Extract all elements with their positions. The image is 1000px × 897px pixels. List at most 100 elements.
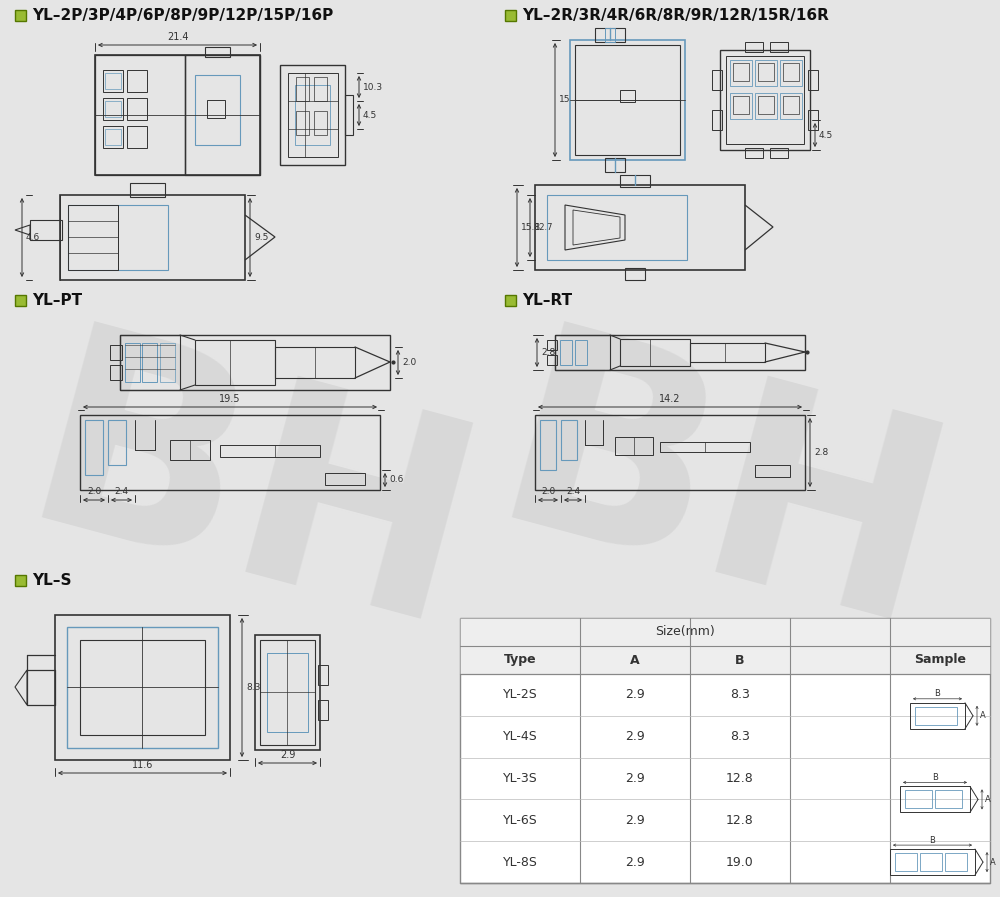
Text: B: B <box>735 654 745 666</box>
Text: YL-8S: YL-8S <box>503 856 537 868</box>
Bar <box>80 415 380 490</box>
Text: YL–PT: YL–PT <box>32 293 82 308</box>
Text: 0.6: 0.6 <box>389 475 403 484</box>
Bar <box>780 93 802 119</box>
Bar <box>160 343 175 382</box>
Bar <box>460 618 990 883</box>
Text: 2.9: 2.9 <box>625 730 645 744</box>
Text: 2.9: 2.9 <box>625 688 645 701</box>
Text: 2.0: 2.0 <box>87 487 101 497</box>
Bar <box>733 96 749 114</box>
Bar <box>595 28 625 42</box>
Bar <box>900 787 970 813</box>
Bar <box>780 60 802 86</box>
Bar <box>755 93 777 119</box>
Bar <box>745 148 763 158</box>
Bar <box>945 853 967 871</box>
Bar <box>460 618 990 646</box>
Text: 11.6: 11.6 <box>132 760 153 770</box>
Text: 4.5: 4.5 <box>363 110 377 119</box>
Bar <box>555 335 805 370</box>
Bar <box>127 98 147 120</box>
Text: YL–2R/3R/4R/6R/8R/9R/12R/15R/16R: YL–2R/3R/4R/6R/8R/9R/12R/15R/16R <box>522 8 829 23</box>
Bar <box>561 420 577 460</box>
Bar <box>105 101 121 117</box>
Bar <box>733 63 749 81</box>
Text: 8.3: 8.3 <box>730 688 750 701</box>
Bar <box>60 195 245 280</box>
Bar <box>783 63 799 81</box>
Bar <box>505 10 516 21</box>
Bar <box>314 77 327 101</box>
Text: YL-6S: YL-6S <box>503 814 537 827</box>
Bar <box>547 195 687 260</box>
Bar <box>318 665 328 685</box>
Bar <box>295 85 330 145</box>
Bar <box>275 347 355 378</box>
Bar <box>205 47 230 57</box>
Text: 15: 15 <box>559 95 570 104</box>
Bar <box>296 111 309 135</box>
Bar <box>103 126 123 148</box>
Bar <box>905 790 932 808</box>
Text: B: B <box>935 689 940 698</box>
Bar <box>575 340 587 365</box>
Bar <box>758 96 774 114</box>
Bar <box>726 56 804 144</box>
Text: 4.5: 4.5 <box>819 130 833 140</box>
Text: 9.5: 9.5 <box>254 233 268 242</box>
Bar <box>730 60 752 86</box>
Bar <box>195 340 275 385</box>
Bar <box>68 205 118 270</box>
Bar <box>85 420 103 475</box>
Bar <box>575 45 680 155</box>
Bar <box>910 703 965 728</box>
Bar <box>920 853 942 871</box>
Bar <box>103 98 123 120</box>
Text: 19.5: 19.5 <box>219 394 241 404</box>
Text: YL-3S: YL-3S <box>503 772 537 785</box>
Bar <box>720 50 810 150</box>
Text: YL-2S: YL-2S <box>503 688 537 701</box>
Bar <box>110 365 122 380</box>
Bar <box>127 70 147 92</box>
Text: YL-4S: YL-4S <box>503 730 537 744</box>
Bar <box>120 335 390 390</box>
Text: A: A <box>990 858 996 867</box>
Text: 4.6: 4.6 <box>26 233 40 242</box>
Bar <box>30 220 62 240</box>
Bar <box>80 640 205 735</box>
Text: 2.4: 2.4 <box>114 487 129 497</box>
Bar <box>712 70 722 90</box>
Bar <box>67 627 218 748</box>
Bar <box>808 110 818 130</box>
Text: B: B <box>930 836 935 845</box>
Bar <box>605 28 615 42</box>
Text: A: A <box>630 654 640 666</box>
Text: BH: BH <box>471 312 969 688</box>
Bar <box>808 70 818 90</box>
Bar <box>615 437 653 455</box>
Polygon shape <box>15 225 30 235</box>
Text: 2.8: 2.8 <box>541 348 555 357</box>
Bar <box>505 295 516 306</box>
Bar <box>255 635 320 750</box>
Bar <box>547 340 557 350</box>
Bar <box>220 445 320 457</box>
Text: Type: Type <box>504 654 536 666</box>
Text: A: A <box>985 795 991 804</box>
Bar <box>125 343 140 382</box>
Text: YL–S: YL–S <box>32 573 72 588</box>
Bar <box>605 158 625 172</box>
Text: 8.3: 8.3 <box>730 730 750 744</box>
Text: 15.8: 15.8 <box>521 223 541 232</box>
Bar <box>712 110 722 130</box>
Text: Sample: Sample <box>914 654 966 666</box>
Bar <box>185 55 260 175</box>
Text: YL–RT: YL–RT <box>522 293 572 308</box>
Bar <box>660 442 750 452</box>
Bar <box>296 77 309 101</box>
Bar <box>130 183 165 197</box>
Bar <box>142 343 157 382</box>
Bar <box>620 175 650 187</box>
